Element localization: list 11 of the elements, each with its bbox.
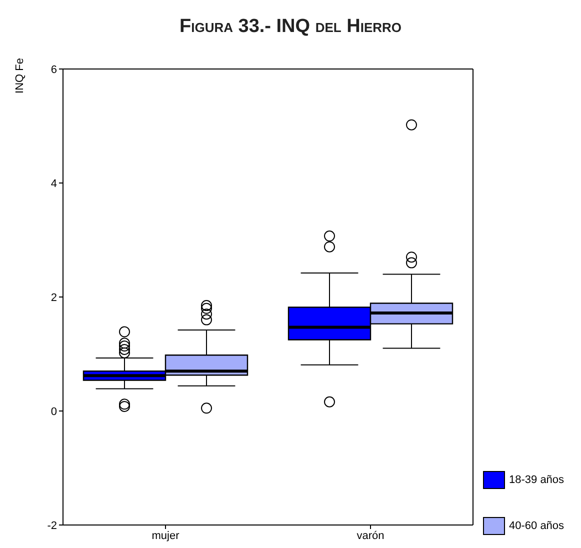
legend-label: 40-60 años	[509, 520, 564, 532]
y-tick-label: 0	[50, 406, 57, 418]
y-tick-label: 4	[50, 178, 57, 190]
legend-label: 18-39 años	[509, 474, 564, 486]
y-tick-label: -2	[47, 520, 57, 532]
y-tick-label: 6	[50, 64, 57, 76]
x-tick-label: varón	[356, 530, 384, 542]
y-tick-label: 2	[50, 292, 57, 304]
y-axis-title: INQ Fe	[14, 58, 26, 94]
x-tick-label: mujer	[152, 530, 180, 542]
chart-title: Figura 33.- INQ del Hierro	[178, 16, 403, 38]
